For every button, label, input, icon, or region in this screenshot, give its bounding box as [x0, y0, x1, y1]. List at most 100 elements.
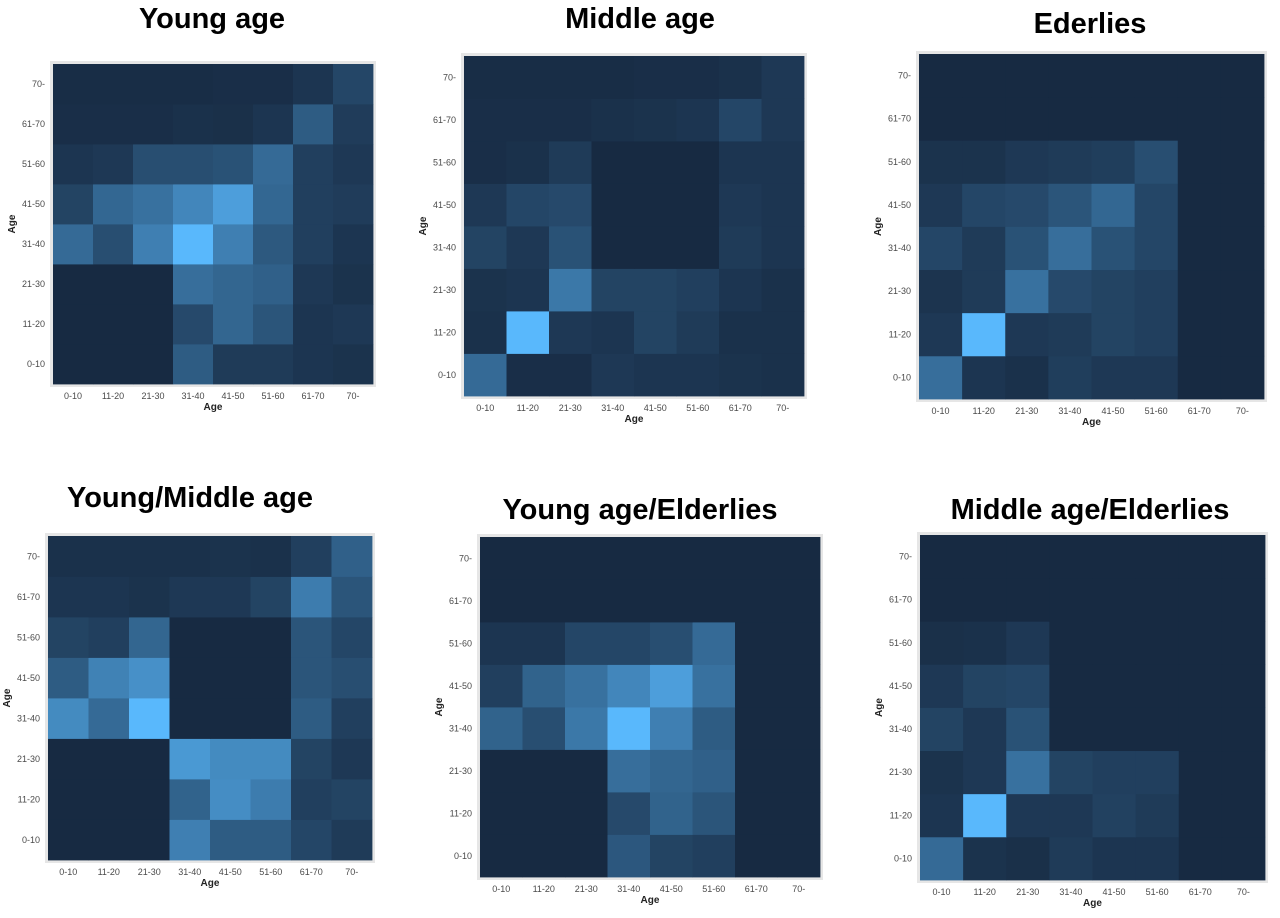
y-axis-title: Age	[874, 698, 885, 717]
panel-title: Young age	[138, 3, 286, 35]
panel-title: Young/Middle age	[67, 482, 313, 514]
y-tick-label: 61-70	[17, 592, 40, 602]
x-tick-label: 0-10	[64, 391, 82, 401]
y-tick-label: 41-50	[22, 199, 45, 209]
y-tick-label: 31-40	[889, 724, 912, 734]
y-tick-label: 11-20	[890, 810, 912, 820]
x-tick-label: 51-60	[261, 391, 284, 401]
x-tick-label: 70-	[792, 884, 805, 894]
x-tick-label: 70-	[345, 867, 358, 877]
y-axis-title: Age	[434, 697, 445, 716]
x-tick-label: 61-70	[301, 391, 324, 401]
x-tick-label: 70-	[1236, 406, 1249, 416]
plot-frame	[461, 53, 807, 399]
y-axis-title: Age	[2, 688, 13, 707]
x-tick-label: 11-20	[98, 867, 120, 877]
plot-frame	[50, 61, 376, 387]
x-tick-label: 21-30	[141, 391, 164, 401]
y-tick-label: 51-60	[888, 157, 911, 167]
x-tick-label: 31-40	[1059, 887, 1082, 897]
x-axis-title: Age	[625, 414, 644, 425]
x-tick-label: 31-40	[178, 867, 201, 877]
y-tick-label: 41-50	[449, 681, 472, 691]
y-tick-label: 51-60	[433, 157, 456, 167]
y-axis-title: Age	[418, 216, 429, 235]
y-tick-label: 51-60	[889, 638, 912, 648]
x-tick-label: 21-30	[575, 884, 598, 894]
y-tick-label: 61-70	[449, 596, 472, 606]
x-tick-label: 61-70	[300, 867, 323, 877]
x-tick-label: 21-30	[138, 867, 161, 877]
x-tick-label: 61-70	[729, 403, 752, 413]
plot-frame	[45, 533, 375, 863]
x-tick-label: 41-50	[660, 884, 683, 894]
plot-frame	[916, 51, 1267, 402]
y-tick-label: 70-	[443, 72, 456, 82]
x-tick-label: 51-60	[702, 884, 725, 894]
x-tick-label: 41-50	[221, 391, 244, 401]
x-tick-label: 31-40	[601, 403, 624, 413]
y-tick-label: 0-10	[454, 851, 472, 861]
x-tick-label: 61-70	[1188, 406, 1211, 416]
y-tick-label: 70-	[899, 552, 912, 562]
y-tick-label: 21-30	[888, 286, 911, 296]
y-tick-label: 41-50	[433, 200, 456, 210]
x-tick-label: 41-50	[219, 867, 242, 877]
y-tick-label: 61-70	[433, 115, 456, 125]
x-tick-label: 51-60	[686, 403, 709, 413]
panel-title: Middle age/Elderlies	[950, 494, 1230, 526]
y-tick-label: 11-20	[18, 794, 40, 804]
x-tick-label: 0-10	[476, 403, 494, 413]
y-tick-label: 70-	[898, 71, 911, 81]
y-tick-label: 70-	[27, 551, 40, 561]
x-tick-label: 41-50	[1103, 887, 1126, 897]
x-tick-label: 0-10	[59, 867, 77, 877]
x-tick-label: 70-	[346, 391, 359, 401]
y-tick-label: 41-50	[17, 673, 40, 683]
x-tick-label: 70-	[1237, 887, 1250, 897]
y-tick-label: 31-40	[449, 723, 472, 733]
y-tick-label: 31-40	[433, 242, 456, 252]
y-tick-label: 61-70	[888, 114, 911, 124]
y-tick-label: 61-70	[22, 119, 45, 129]
y-tick-label: 21-30	[889, 767, 912, 777]
x-tick-label: 0-10	[933, 887, 951, 897]
x-tick-label: 51-60	[1145, 406, 1168, 416]
y-tick-label: 21-30	[449, 766, 472, 776]
y-tick-label: 31-40	[888, 243, 911, 253]
y-tick-label: 11-20	[450, 808, 472, 818]
x-tick-label: 21-30	[1016, 887, 1039, 897]
y-tick-label: 51-60	[449, 638, 472, 648]
y-tick-label: 21-30	[433, 285, 456, 295]
x-tick-label: 21-30	[559, 403, 582, 413]
x-tick-label: 31-40	[181, 391, 204, 401]
y-tick-label: 41-50	[888, 200, 911, 210]
y-tick-label: 11-20	[23, 319, 45, 329]
x-tick-label: 11-20	[102, 391, 124, 401]
x-tick-label: 11-20	[973, 406, 995, 416]
x-tick-label: 0-10	[492, 884, 510, 894]
panel-title: Middle age	[565, 3, 715, 35]
x-tick-label: 70-	[776, 403, 789, 413]
y-tick-label: 0-10	[27, 359, 45, 369]
x-tick-label: 31-40	[617, 884, 640, 894]
plot-frame	[477, 534, 823, 880]
y-tick-label: 0-10	[438, 370, 456, 380]
y-tick-label: 21-30	[22, 279, 45, 289]
y-tick-label: 61-70	[889, 595, 912, 605]
y-tick-label: 51-60	[17, 632, 40, 642]
panel-title: Ederlies	[1033, 8, 1147, 40]
x-tick-label: 51-60	[1146, 887, 1169, 897]
y-tick-label: 51-60	[22, 159, 45, 169]
x-tick-label: 11-20	[974, 887, 996, 897]
x-tick-label: 51-60	[259, 867, 282, 877]
x-axis-title: Age	[1083, 898, 1102, 909]
x-tick-label: 61-70	[745, 884, 768, 894]
x-axis-title: Age	[204, 402, 223, 413]
plot-frame	[917, 532, 1268, 883]
y-tick-label: 0-10	[894, 853, 912, 863]
y-axis-title: Age	[873, 217, 884, 236]
y-tick-label: 31-40	[17, 713, 40, 723]
y-tick-label: 70-	[32, 79, 45, 89]
x-tick-label: 41-50	[644, 403, 667, 413]
